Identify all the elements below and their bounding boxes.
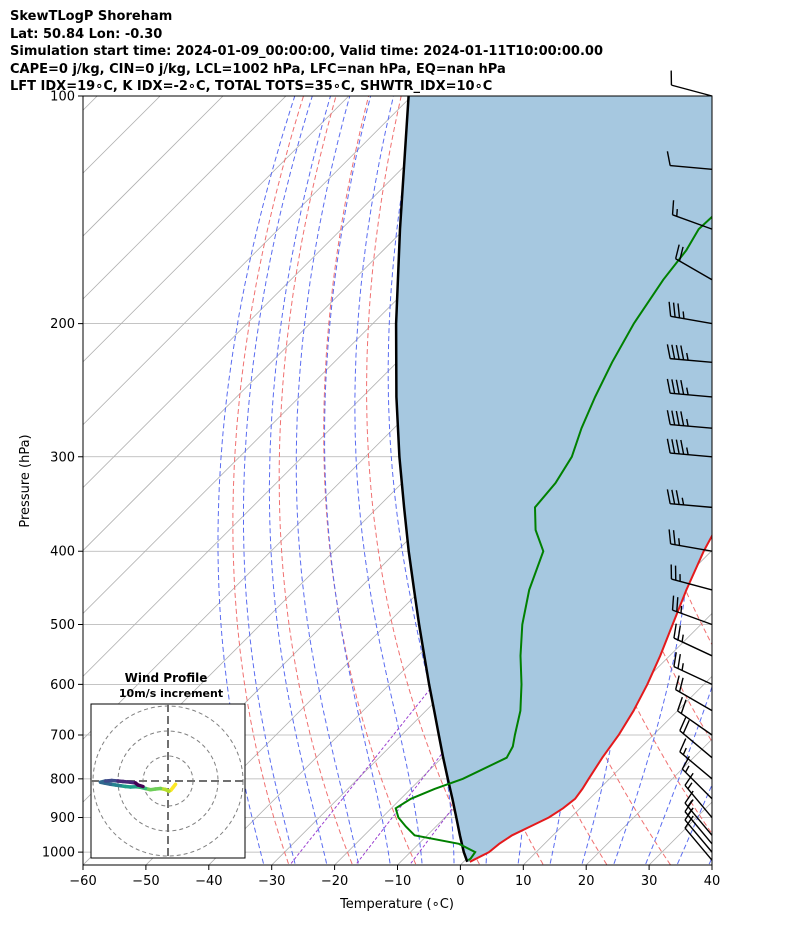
wind-barb [671, 595, 713, 626]
isotherm-line [0, 61, 6, 883]
dry-adiabat [485, 96, 672, 865]
dry-adiabat [232, 96, 305, 865]
wind-barbs [666, 70, 713, 861]
wind-barb [679, 738, 713, 780]
x-axis-ticks: −60 −50 −40 −30 −20 −10 0 10 20 30 40 [69, 865, 720, 889]
x-tick-label: −20 [321, 874, 348, 889]
wind-barb [673, 652, 713, 686]
hodograph-subtitle: 10m/s increment [119, 687, 223, 700]
wind-barb [666, 489, 713, 509]
x-tick-label: 30 [641, 874, 658, 889]
isotherm-line [0, 61, 69, 883]
wind-barb [666, 438, 713, 458]
plot-area [0, 61, 794, 883]
isotherm-line [83, 96, 413, 426]
stability-indices-line: LFT IDX=19∘C, K IDX=-2∘C, TOTAL TOTS=35∘… [10, 79, 493, 95]
wind-barb [676, 696, 713, 736]
isotherm-line [756, 61, 794, 883]
y-tick-label: 800 [50, 772, 75, 787]
y-tick-label: 900 [50, 811, 75, 826]
wind-barb [666, 378, 713, 398]
y-axis-label: Pressure (hPa) [18, 434, 33, 527]
isotherm-line [83, 96, 224, 237]
wind-barb [666, 344, 713, 363]
wind-barb [668, 301, 713, 325]
wind-barb [681, 755, 713, 800]
wind-barb [673, 623, 713, 657]
y-tick-label: 1000 [42, 846, 75, 861]
moist-adiabat [708, 856, 712, 865]
x-tick-label: 10 [515, 874, 532, 889]
cape-area [396, 96, 712, 862]
wind-barb [670, 70, 713, 97]
dry-adiabat [726, 61, 794, 871]
x-tick-label: 20 [578, 874, 595, 889]
moist-adiabat [354, 96, 423, 865]
moist-adiabat [243, 96, 313, 865]
dry-adiabat [323, 96, 417, 865]
chart-title: SkewTLogP Shoreham [10, 9, 173, 24]
wind-barb [674, 675, 713, 712]
y-tick-label: 300 [50, 450, 75, 465]
wind-barb [670, 564, 713, 591]
dewpoint-line [394, 215, 712, 862]
cape-shading [396, 96, 712, 862]
parcel-line [394, 96, 469, 863]
wind-barb [679, 717, 713, 759]
wind-barb [666, 151, 713, 170]
x-axis-label: Temperature (∘C) [339, 897, 454, 912]
y-tick-label: 100 [50, 90, 75, 105]
isotherm-line [585, 738, 712, 865]
wind-barb [674, 244, 713, 281]
hodograph-segment [136, 783, 145, 789]
temperature-line [469, 533, 712, 863]
chart-header: SkewTLogP Shoreham Lat: 50.84 Lon: -0.30… [10, 8, 603, 96]
hodograph: Wind Profile 10m/s increment [90, 671, 246, 859]
y-tick-label: 500 [50, 618, 75, 633]
x-tick-label: −40 [195, 874, 222, 889]
moist-adiabat [268, 96, 331, 865]
wind-barb [668, 529, 713, 552]
y-tick-label: 700 [50, 728, 75, 743]
dry-adiabat [789, 61, 794, 871]
parcel-path [394, 96, 469, 863]
x-tick-label: 0 [456, 874, 464, 889]
isotherm-line [522, 675, 712, 865]
x-tick-label: −30 [258, 874, 285, 889]
temperature-profile [469, 533, 712, 863]
wind-barb [671, 200, 713, 230]
isotherm-line [83, 96, 476, 489]
hodograph-title: Wind Profile [125, 671, 208, 685]
isotherm-line [83, 96, 287, 300]
moist-adiabat [644, 685, 712, 865]
wind-barb [666, 410, 713, 429]
dewpoint-profile [394, 215, 712, 862]
x-tick-label: −60 [69, 874, 96, 889]
y-axis-ticks: 1000 900 800 700 600 500 400 300 200 100 [42, 90, 83, 861]
wind-barb [684, 807, 713, 853]
wind-barb [684, 772, 713, 818]
x-tick-label: −50 [132, 874, 159, 889]
moist-adiabat [217, 96, 296, 865]
dry-adiabat [757, 61, 794, 871]
moist-adiabat [295, 96, 360, 865]
wind-barb [684, 815, 713, 861]
dry-adiabat [278, 96, 354, 865]
isotherm-line [83, 96, 350, 363]
x-tick-label: −10 [384, 874, 411, 889]
y-tick-label: 200 [50, 317, 75, 332]
simulation-time-line: Simulation start time: 2024-01-09_00:00:… [10, 44, 603, 60]
y-tick-label: 600 [50, 678, 75, 693]
moist-adiabat [324, 96, 391, 865]
x-tick-label: 40 [704, 874, 721, 889]
mixing-ratio-line [289, 684, 435, 865]
convective-parameters-line: CAPE=0 j/kg, CIN=0 j/kg, LCL=1002 hPa, L… [10, 61, 506, 77]
y-tick-label: 400 [50, 545, 75, 560]
location-line: Lat: 50.84 Lon: -0.30 [10, 26, 163, 42]
